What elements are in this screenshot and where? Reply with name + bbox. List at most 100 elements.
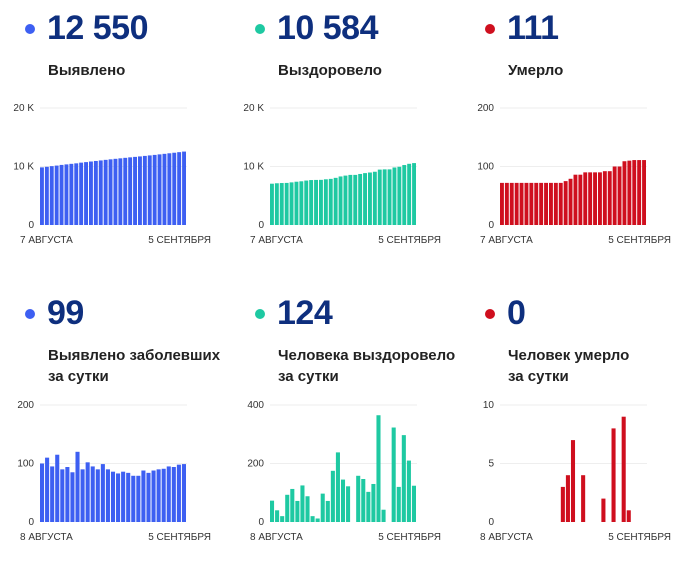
bar [285, 494, 290, 522]
bar [69, 163, 74, 225]
bar [45, 457, 50, 522]
bar [377, 169, 382, 225]
headline-value: 12 550 [47, 9, 149, 47]
bar [524, 182, 529, 225]
bar [588, 172, 593, 225]
bar [162, 153, 167, 225]
bar [607, 171, 612, 225]
bar [123, 157, 128, 225]
bar [583, 172, 588, 225]
bar [382, 169, 387, 225]
bar [310, 516, 315, 522]
bar [372, 171, 377, 225]
bar [176, 464, 181, 522]
deaths-total-chart: 0 100 200 7 АВГУСТА 5 СЕНТЯБРЯ [477, 103, 671, 246]
bar [65, 467, 70, 522]
legend-dot-icon [25, 24, 35, 34]
recovered-total-chart: 0 10 K 20 K 7 АВГУСТА 5 СЕНТЯБРЯ [243, 103, 441, 246]
bar [146, 472, 151, 522]
x-label-start: 8 АВГУСТА [250, 532, 303, 543]
x-label-start: 7 АВГУСТА [480, 235, 533, 246]
bar [314, 179, 318, 225]
bar [315, 518, 320, 522]
bar [280, 516, 285, 522]
metric-label-line2: за сутки [508, 368, 569, 385]
bar [637, 160, 642, 225]
bar [49, 166, 54, 225]
bar [602, 171, 607, 225]
bar [514, 182, 519, 225]
bar [133, 156, 137, 225]
headline-value: 10 584 [277, 9, 379, 47]
x-label-start: 8 АВГУСТА [20, 532, 73, 543]
bar [396, 486, 401, 522]
bar [126, 472, 131, 522]
bar [270, 183, 274, 225]
bar [161, 468, 166, 522]
metric-label: Выздоровело [278, 62, 382, 79]
bar [108, 159, 113, 225]
bar [60, 469, 65, 522]
y-tick-label: 200 [17, 400, 34, 411]
y-tick-label: 0 [28, 517, 34, 528]
headline-value: 111 [507, 9, 559, 47]
y-tick-label: 5 [488, 459, 494, 470]
bar [116, 473, 121, 522]
metric-label: Выявлено заболевших [48, 347, 221, 364]
bar [598, 172, 602, 225]
bar [54, 165, 59, 225]
y-tick-label: 100 [17, 459, 34, 470]
bar [565, 475, 570, 522]
bar [563, 181, 568, 225]
bar [560, 486, 565, 522]
bar [392, 167, 397, 225]
bar [40, 463, 45, 522]
bar [50, 466, 55, 522]
bar [544, 182, 548, 225]
bar [348, 174, 353, 225]
y-tick-label: 10 K [13, 162, 34, 173]
bar [642, 160, 646, 225]
bar [172, 152, 177, 225]
bar [152, 154, 157, 225]
bar [402, 165, 407, 225]
recovered-daily-panel: 124 Человека выздоровело за сутки 0 200 400 8 … [230, 285, 460, 561]
y-tick-label: 0 [488, 220, 494, 231]
bar [289, 182, 294, 225]
bar [121, 471, 126, 522]
bar [368, 172, 372, 225]
metric-label: Человека выздоровело [278, 347, 456, 364]
x-label-start: 8 АВГУСТА [480, 532, 533, 543]
bar [103, 159, 108, 225]
bar [136, 475, 141, 522]
bar [376, 415, 381, 522]
bar [558, 182, 563, 225]
bar [182, 151, 186, 225]
bar [412, 163, 416, 225]
cases-total-chart: 0 10 K 20 K 7 АВГУСТА 5 СЕНТЯБРЯ [13, 103, 211, 246]
bar [330, 470, 335, 522]
bar [105, 469, 110, 522]
legend-dot-icon [255, 309, 265, 319]
bar [304, 180, 309, 225]
x-label-end: 5 СЕНТЯБРЯ [608, 532, 671, 543]
headline-value: 0 [507, 294, 526, 332]
bar [320, 493, 325, 522]
bar [95, 469, 100, 522]
y-tick-label: 200 [477, 103, 494, 114]
x-label-end: 5 СЕНТЯБРЯ [148, 235, 211, 246]
y-tick-label: 20 K [243, 103, 264, 114]
bar [401, 435, 406, 522]
bar [323, 179, 328, 225]
bar [578, 174, 583, 225]
bar [279, 183, 284, 225]
bar [381, 509, 386, 522]
deaths-total-panel: 111 Умерло 0 100 200 7 АВГУСТА 5 СЕНТЯБРЯ [460, 0, 690, 276]
metric-label-line2: за сутки [278, 368, 339, 385]
x-label-start: 7 АВГУСТА [20, 235, 73, 246]
bar [151, 470, 156, 522]
bar [328, 178, 333, 225]
bar [553, 182, 558, 225]
bar [568, 178, 573, 225]
bar [333, 177, 338, 225]
